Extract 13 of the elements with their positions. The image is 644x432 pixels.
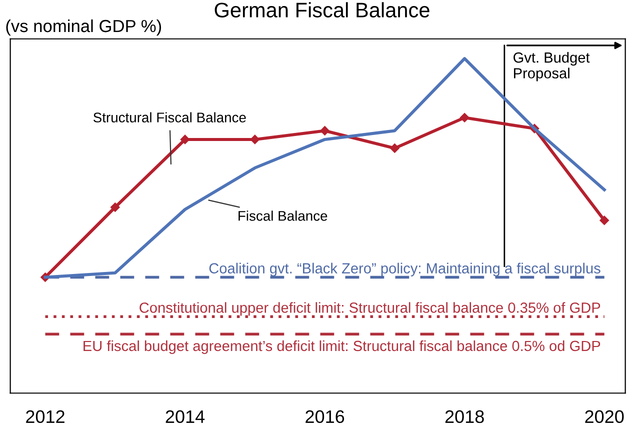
x-tick-label: 2016 — [306, 410, 344, 424]
text: Fiscal Balance — [238, 210, 328, 221]
x-tick-label: 2014 — [166, 410, 205, 424]
series-label: Structural Fiscal Balance — [93, 112, 246, 122]
x-tick-label: 2020 — [585, 410, 624, 424]
chart-title: German Fiscal Balance — [214, 2, 430, 18]
x-tick-label: 2018 — [445, 410, 484, 424]
ref-line-label: Constitutional upper deficit limit: Structural fiscal balance 0.35% of GDP — [140, 302, 600, 316]
ref-line-label: Coalition gvt. “Black Zero” policy: Maintaining a fiscal surplus — [209, 262, 600, 276]
ref-line-label: EU fiscal budget agreement’s deficit limit: Structural fiscal balance 0.5% od GDP — [84, 340, 600, 354]
ref-line-label: Gvt. Budget Proposal — [514, 52, 590, 82]
y-axis-title: (vs nominal GDP %) — [6, 19, 162, 36]
x-tick-label: 2012 — [26, 410, 64, 424]
